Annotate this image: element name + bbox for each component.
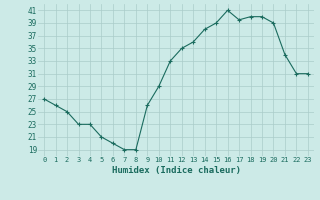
X-axis label: Humidex (Indice chaleur): Humidex (Indice chaleur) (111, 166, 241, 175)
